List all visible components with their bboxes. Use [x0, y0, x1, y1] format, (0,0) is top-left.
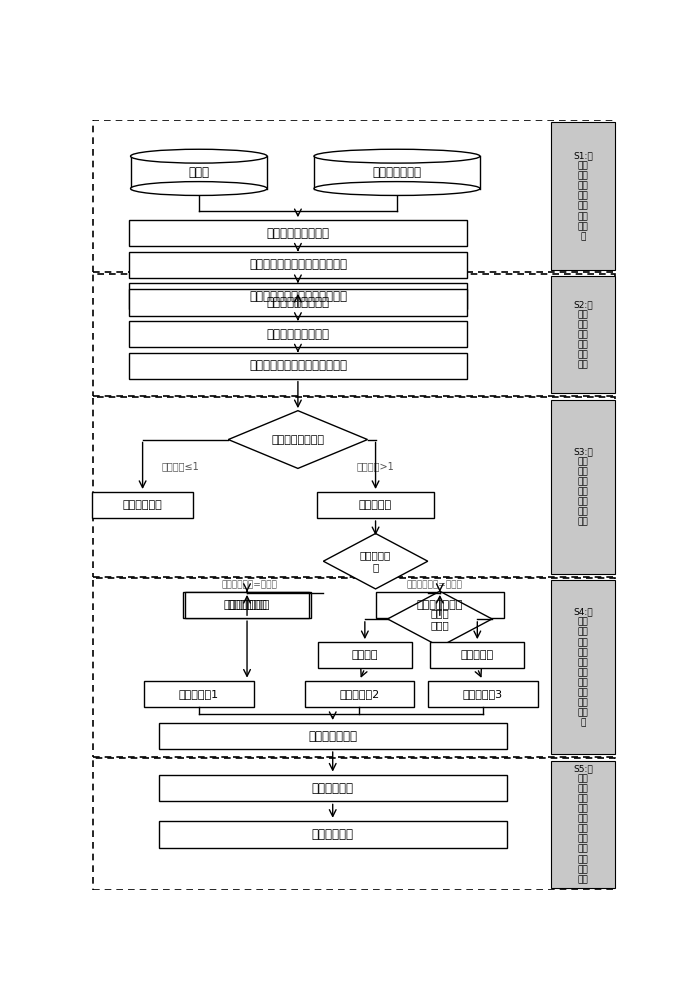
FancyBboxPatch shape [318, 642, 412, 668]
Text: 地理空间数据库: 地理空间数据库 [372, 166, 422, 179]
FancyBboxPatch shape [185, 592, 309, 618]
Text: 冲突要点集: 冲突要点集 [359, 500, 392, 510]
FancyBboxPatch shape [551, 400, 616, 574]
FancyBboxPatch shape [305, 681, 415, 707]
Polygon shape [314, 156, 480, 189]
FancyBboxPatch shape [129, 220, 466, 246]
Text: S1:出
让地
块规
划条
件的
提取
与空
间匹
配: S1:出 让地 块规 划条 件的 提取 与空 间匹 配 [574, 152, 593, 241]
Text: 属性冲突要点集: 属性冲突要点集 [417, 600, 463, 610]
Text: 处理结果汇总集: 处理结果汇总集 [308, 730, 357, 742]
Text: 处理结果集3: 处理结果集3 [462, 689, 503, 699]
FancyBboxPatch shape [316, 492, 435, 518]
FancyBboxPatch shape [428, 681, 538, 707]
Text: 结果报告生成: 结果报告生成 [312, 782, 354, 795]
Text: 处理结果集2: 处理结果集2 [339, 689, 379, 699]
Polygon shape [228, 411, 368, 468]
Text: 规划条件条目计数: 规划条件条目计数 [272, 435, 324, 445]
Text: 空间集成结果与地块单元的嵌合: 空间集成结果与地块单元的嵌合 [249, 359, 347, 372]
FancyBboxPatch shape [551, 276, 616, 393]
FancyBboxPatch shape [159, 723, 507, 749]
Text: 非同级冲突: 非同级冲突 [461, 650, 494, 660]
Text: 规划条件属性=指标类: 规划条件属性=指标类 [222, 581, 278, 590]
Text: S5:冲
突处
理报
告与
出让
地块
规划
条件
报告
的自
动化
输出: S5:冲 突处 理报 告与 出让 地块 规划 条件 报告 的自 动化 输出 [574, 764, 593, 884]
FancyBboxPatch shape [182, 592, 311, 618]
Text: 计数数值>1: 计数数值>1 [357, 462, 395, 472]
FancyBboxPatch shape [144, 681, 254, 707]
Text: 规划条件属性=属性类: 规划条件属性=属性类 [406, 581, 462, 590]
FancyBboxPatch shape [551, 580, 616, 754]
FancyBboxPatch shape [551, 122, 616, 270]
Text: 指标交集识别: 指标交集识别 [227, 600, 267, 610]
Text: 冲突类型识
别: 冲突类型识 别 [360, 550, 391, 572]
Text: 规划条件的空间集成: 规划条件的空间集成 [267, 328, 330, 341]
Text: 结果报告打印: 结果报告打印 [312, 828, 354, 841]
Polygon shape [323, 533, 428, 589]
FancyBboxPatch shape [129, 252, 466, 278]
Ellipse shape [314, 149, 480, 163]
Text: 匹配结果的坐标转换: 匹配结果的坐标转换 [267, 296, 330, 309]
Text: 无冲突要点集: 无冲突要点集 [123, 500, 162, 510]
Text: 管控强
度识别: 管控强 度识别 [430, 608, 449, 630]
Text: 规划条件与控制范围的自动提取: 规划条件与控制范围的自动提取 [249, 258, 347, 271]
Text: 处理结果集1: 处理结果集1 [179, 689, 219, 699]
Ellipse shape [131, 149, 267, 163]
Text: 指标冲突要点集: 指标冲突要点集 [224, 600, 270, 610]
Text: 规划集: 规划集 [189, 166, 209, 179]
FancyBboxPatch shape [129, 321, 466, 347]
Polygon shape [388, 591, 492, 647]
FancyBboxPatch shape [430, 642, 524, 668]
Text: S4:出
让地
块规
划条
件的
冲突
要点
的自
动化
处理
与集
成: S4:出 让地 块规 划条 件的 冲突 要点 的自 动化 处理 与集 成 [574, 608, 593, 727]
FancyBboxPatch shape [129, 289, 466, 316]
FancyBboxPatch shape [92, 492, 193, 518]
Text: 同级冲突: 同级冲突 [352, 650, 378, 660]
FancyBboxPatch shape [159, 775, 507, 801]
Ellipse shape [314, 182, 480, 195]
Text: S3:出
让地
块规
划条
件的
冲突
类型
识别: S3:出 让地 块规 划条 件的 冲突 类型 识别 [574, 447, 593, 527]
FancyBboxPatch shape [551, 761, 616, 888]
Text: S2:出
让地
块规
划条
件的
空间
集成: S2:出 让地 块规 划条 件的 空间 集成 [574, 300, 593, 369]
FancyBboxPatch shape [159, 821, 507, 848]
FancyBboxPatch shape [129, 283, 466, 309]
Text: 规划条件与控制范围的空间匹配: 规划条件与控制范围的空间匹配 [249, 290, 347, 303]
Text: 规划文件信息数据库: 规划文件信息数据库 [267, 227, 330, 240]
Text: 计数数值≤1: 计数数值≤1 [161, 462, 199, 472]
FancyBboxPatch shape [129, 353, 466, 379]
FancyBboxPatch shape [376, 592, 504, 618]
Polygon shape [131, 156, 267, 189]
Ellipse shape [131, 182, 267, 195]
